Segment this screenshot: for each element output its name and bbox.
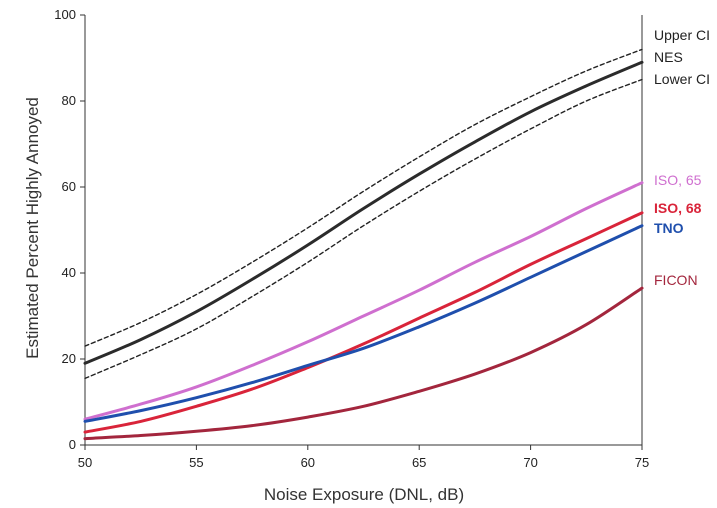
ticks: 50 55 60 65 70 75 0 20 40 60 80 100 bbox=[54, 7, 649, 470]
series-label-iso-65: ISO, 65 bbox=[654, 172, 702, 188]
series-label-tno: TNO bbox=[654, 220, 684, 236]
x-tick-label: 75 bbox=[635, 455, 649, 470]
y-axis-label: Estimated Percent Highly Annoyed bbox=[23, 97, 42, 359]
series-label-ficon: FICON bbox=[654, 272, 698, 288]
x-tick-label: 60 bbox=[301, 455, 315, 470]
y-tick-label: 60 bbox=[62, 179, 76, 194]
y-tick-label: 40 bbox=[62, 265, 76, 280]
y-tick-label: 20 bbox=[62, 351, 76, 366]
series-line-tno bbox=[83, 224, 644, 423]
series-line-iso-65 bbox=[83, 181, 644, 421]
series-label-iso-68: ISO, 68 bbox=[654, 200, 702, 216]
axes bbox=[84, 15, 643, 446]
x-tick-label: 55 bbox=[189, 455, 203, 470]
series-line-nes bbox=[83, 60, 644, 365]
series-line-iso-68 bbox=[83, 211, 644, 434]
y-tick-label: 0 bbox=[69, 437, 76, 452]
series-label-nes: NES bbox=[654, 49, 683, 65]
x-tick-label: 70 bbox=[523, 455, 537, 470]
series-line-lower-ci bbox=[84, 78, 643, 380]
series-label-upper-ci: Upper CI bbox=[654, 27, 710, 43]
y-tick-label: 100 bbox=[54, 7, 76, 22]
x-tick-label: 65 bbox=[412, 455, 426, 470]
series-line-ficon bbox=[83, 286, 644, 441]
series-lines bbox=[83, 48, 644, 441]
series-line-upper-ci bbox=[84, 48, 643, 347]
series-label-lower-ci: Lower CI bbox=[654, 71, 710, 87]
series-labels: Upper CI NES Lower CI ISO, 65 ISO, 68 TNO FICO… bbox=[654, 27, 710, 288]
y-tick-label: 80 bbox=[62, 93, 76, 108]
x-axis-label: Noise Exposure (DNL, dB) bbox=[264, 485, 464, 504]
x-tick-label: 50 bbox=[78, 455, 92, 470]
